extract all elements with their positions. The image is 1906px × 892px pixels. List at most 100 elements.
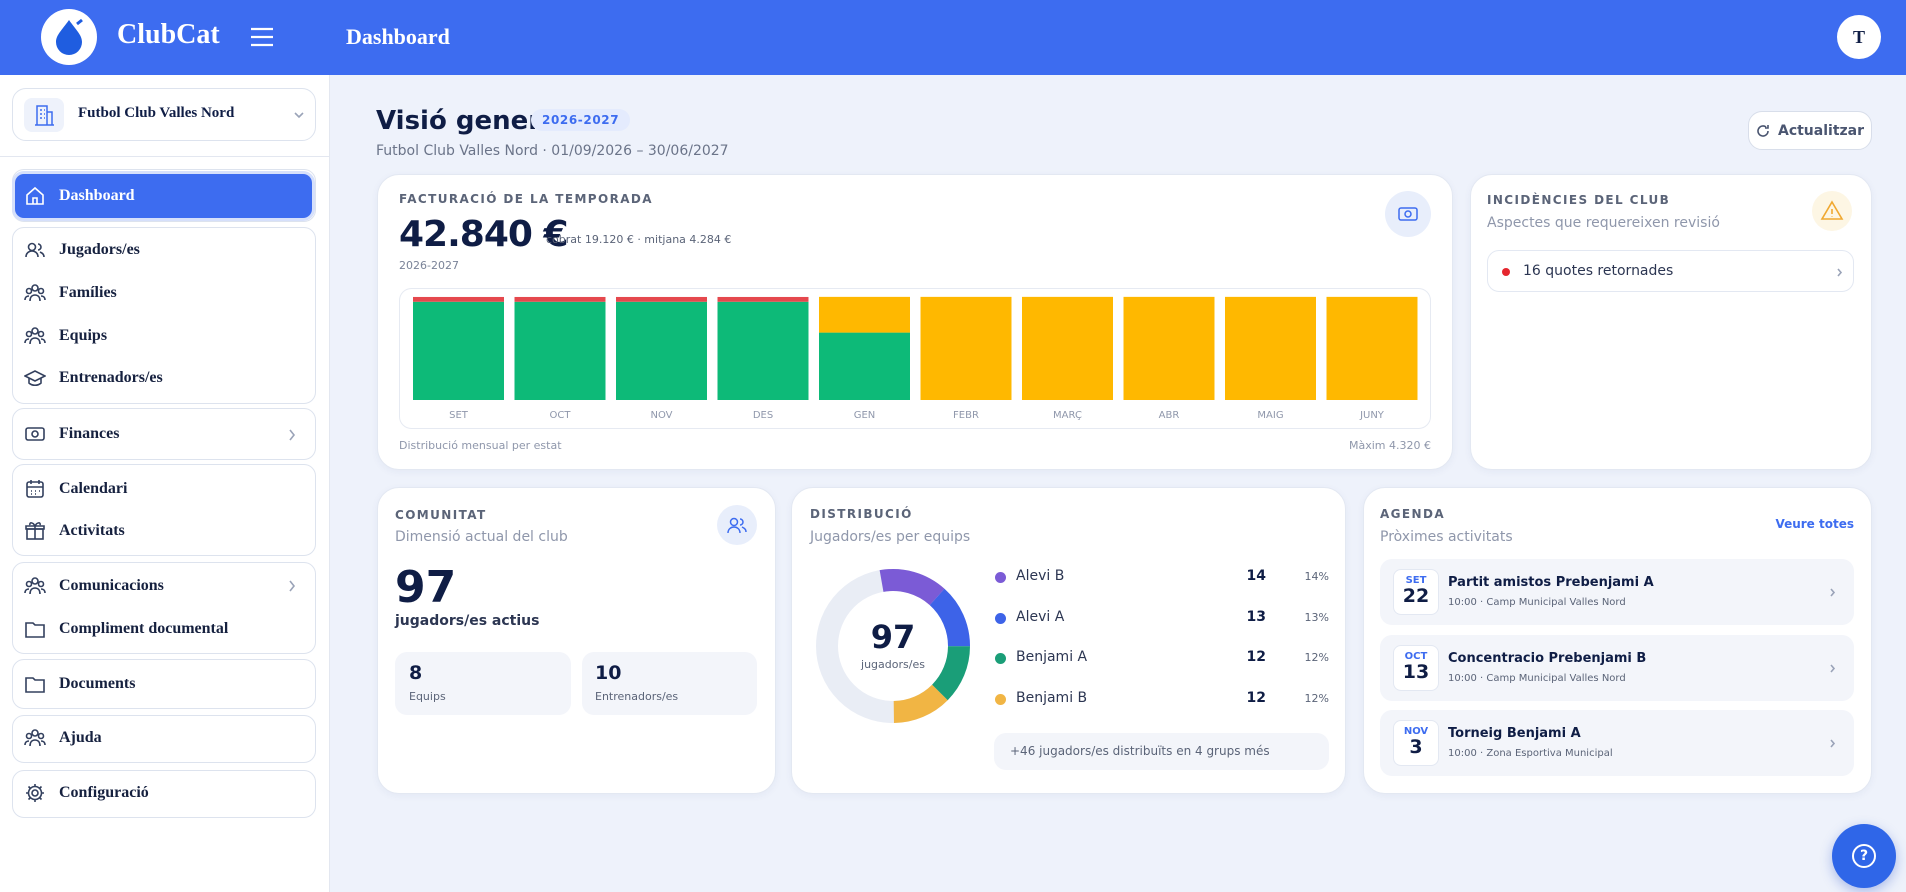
player-count-label: jugadors/es actius [395, 613, 540, 629]
nav-item[interactable]: Entrenadors/es [24, 364, 163, 392]
help-label: ? [1852, 844, 1876, 868]
billing-chart: SET OCT NOV DES GEN FEBR MARÇ ABR MAIG JUNY [399, 288, 1431, 429]
chevron-path [1830, 663, 1836, 673]
nav-label: Configuració [59, 784, 149, 801]
date-badge: NOV 3 [1393, 720, 1439, 766]
agenda-title: Partit amistos Prebenjami A [1448, 575, 1654, 590]
card-label: COMUNITAT [395, 508, 487, 522]
bar-segment [819, 296, 910, 333]
x-tick-label: FEBR [953, 410, 979, 421]
nav-item[interactable]: Ajuda [24, 724, 102, 752]
stat-box: 10 Entrenadors/es [582, 652, 757, 715]
nav-group [12, 464, 316, 556]
bar-segment [514, 301, 606, 400]
legend-value: 14 [1246, 568, 1266, 584]
legend-name: Alevi A [1016, 608, 1065, 625]
stat-label: Equips [409, 690, 446, 703]
nav-item[interactable]: Dashboard [24, 182, 135, 210]
legend-share: 12% [1304, 651, 1329, 665]
stat-label: Entrenadors/es [595, 690, 679, 703]
distribution-more: +46 jugadors/es distribuïts en 4 grups m… [994, 733, 1329, 770]
club-name: Futbol Club Valles Nord [78, 105, 235, 121]
donut-total: 97 [870, 618, 916, 656]
status-dot [1502, 268, 1510, 276]
legend-value: 12 [1246, 649, 1266, 666]
date-day: 13 [1402, 660, 1430, 683]
nav-label: Documents [59, 675, 136, 692]
legend-dot [995, 694, 1006, 706]
date-month: NOV [1403, 726, 1429, 737]
incidents-card [1470, 174, 1872, 470]
nav-label: Entrenadors/es [59, 369, 163, 386]
agenda-item[interactable]: SET 22 Partit amistos Prebenjami A 10:00 · … [1380, 559, 1854, 625]
legend-row: Benjami B 12 12% [995, 687, 1331, 711]
nav-label: Dashboard [59, 187, 135, 204]
legend-name: Benjami B [1016, 690, 1088, 707]
date-month: SET [1405, 575, 1427, 586]
x-tick-label: GEN [854, 410, 876, 421]
nav-label: Finances [59, 425, 120, 442]
see-all-link[interactable]: Veure totes [1775, 517, 1854, 531]
menu-toggle[interactable] [249, 26, 275, 48]
refresh-button[interactable]: Actualitzar [1748, 111, 1872, 150]
nav-item[interactable]: Famílies [24, 279, 117, 307]
nav-group [12, 227, 316, 404]
x-tick-label: OCT [550, 410, 572, 421]
nav-item[interactable]: Documents [24, 670, 135, 698]
nav-label: Calendari [59, 480, 128, 497]
x-tick-label: NOV [650, 410, 672, 421]
legend-share: 12% [1304, 692, 1329, 706]
nav-group [12, 562, 316, 654]
bar-segment [717, 296, 809, 302]
nav-item[interactable]: Configuració [24, 779, 149, 807]
card-subtitle: Dimensió actual del club [395, 529, 568, 545]
community-icon [717, 505, 757, 545]
divider [0, 156, 330, 157]
legend-name: Alevi B [1016, 568, 1065, 584]
legend-dot [995, 572, 1006, 583]
nav-item[interactable]: Equips [24, 322, 107, 350]
avatar[interactable]: T [1837, 15, 1881, 59]
date-day: 22 [1402, 585, 1430, 607]
bar-segment [616, 296, 707, 302]
nav-label: Famílies [59, 284, 117, 301]
nav-item[interactable]: Comunicacions [24, 572, 164, 600]
card-label: AGENDA [1380, 507, 1446, 521]
nav-active[interactable] [15, 174, 312, 218]
nav-item[interactable]: Jugadors/es [24, 236, 140, 264]
bar-segment [616, 301, 707, 400]
agenda-item[interactable]: OCT 13 Concentracio Prebenjami B 10:00 · Ca… [1380, 634, 1854, 701]
club-icon [24, 98, 64, 132]
nav-item[interactable]: Compliment documental [24, 615, 228, 643]
bar-segment [1225, 296, 1316, 400]
date-badge: OCT 13 [1393, 644, 1439, 691]
bar-segment [1326, 296, 1418, 400]
card-subtitle: Aspectes que requereixen revisió [1487, 215, 1720, 231]
agenda-detail: 10:00 · Zona Esportiva Municipal [1448, 748, 1613, 759]
club-select[interactable]: Futbol Club Valles Nord [12, 88, 316, 141]
nav-item[interactable]: Finances [24, 420, 119, 448]
nav-label: Ajuda [59, 729, 102, 746]
chevron-path [1830, 739, 1836, 748]
agenda-detail: 10:00 · Camp Municipal Valles Nord [1448, 672, 1626, 684]
x-tick-label: SET [449, 410, 469, 421]
donut-segment [929, 588, 971, 647]
card-label: DISTRIBUCIÓ [810, 507, 913, 521]
chevron [1830, 663, 1836, 673]
bar-segment [1022, 296, 1113, 400]
stat-box: 8 Equips [395, 652, 571, 715]
legend-row: Alevi B 14 14% [995, 565, 1331, 589]
chevron [1830, 739, 1836, 748]
nav-item[interactable]: Activitats [24, 517, 125, 545]
incident-text: 16 quotes retornades [1523, 263, 1674, 279]
legend-share: 13% [1304, 610, 1329, 624]
logo[interactable] [40, 8, 98, 66]
incident-item[interactable]: 16 quotes retornades [1487, 250, 1854, 292]
help-button[interactable]: ? [1832, 824, 1896, 888]
nav-item[interactable]: Calendari [24, 475, 127, 503]
refresh-label: Actualitzar [1777, 122, 1865, 139]
chevron [289, 580, 296, 592]
legend-name: Benjami A [1016, 649, 1088, 666]
agenda-item[interactable]: NOV 3 Torneig Benjami A 10:00 · Zona Esport… [1380, 710, 1854, 776]
brand: ClubCat [117, 19, 220, 50]
